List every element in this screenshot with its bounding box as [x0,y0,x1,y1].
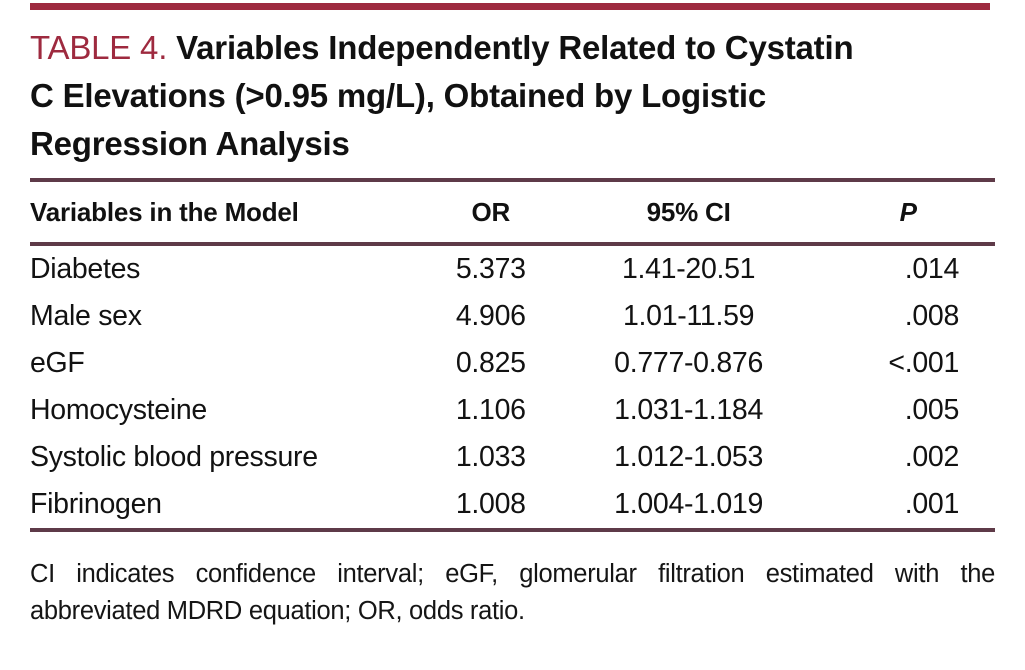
cell-or: 5.373 [455,253,526,285]
cell-ci: 1.41-20.51 [621,253,756,285]
column-header-p: P [821,180,995,246]
cell-or: 1.106 [455,394,526,426]
cell-variable: Systolic blood pressure [30,441,318,473]
cell-or: 1.033 [455,441,526,473]
cell-or: 4.906 [455,300,526,332]
regression-results-table: Variables in the Model OR 95% CI P Diabe… [30,178,995,532]
table-number-label: TABLE 4. [30,29,168,66]
cell-ci: 1.004-1.019 [614,488,764,520]
cell-p: .008 [904,300,960,332]
table-row: Male sex 4.906 1.01-11.59 .008 [30,293,995,340]
cell-p: .002 [904,441,960,473]
cell-p: .014 [904,253,960,285]
cell-variable: eGF [30,347,85,379]
table-header: Variables in the Model OR 95% CI P [30,180,995,246]
cell-or: 1.008 [455,488,526,520]
cell-p: .005 [904,394,960,426]
cell-variable: Diabetes [30,253,141,285]
table-row: eGF 0.825 0.777-0.876 <.001 [30,340,995,387]
table-row: Diabetes 5.373 1.41-20.51 .014 [30,244,995,293]
table-row: Homocysteine 1.106 1.031-1.184 .005 [30,387,995,434]
column-header-or: OR [425,180,556,246]
header-row: Variables in the Model OR 95% CI P [30,180,995,246]
column-header-variables: Variables in the Model [30,180,426,246]
cell-ci: 1.012-1.053 [614,441,764,473]
cell-ci: 1.031-1.184 [614,394,764,426]
title-line-1: TABLE 4. Variables Independently Related… [30,24,995,72]
cell-ci: 0.777-0.876 [614,347,764,379]
cell-p: <.001 [888,347,959,379]
title-line-2: C Elevations (>0.95 mg/L), Obtained by L… [30,77,767,114]
footnote-line-1: CI indicates confidence interval; eGF, g… [30,560,995,588]
p-header-italic: P [899,196,917,227]
table-row: Fibrinogen 1.008 1.004-1.019 .001 [30,481,995,530]
cell-or: 0.825 [455,347,526,379]
column-header-ci: 95% CI [555,180,822,246]
cell-variable: Fibrinogen [30,488,162,520]
cell-variable: Male sex [30,300,142,332]
table-row: Systolic blood pressure 1.033 1.012-1.05… [30,434,995,481]
top-accent-bar [30,3,990,10]
cell-ci: 1.01-11.59 [623,300,755,332]
footnote-line-2: abbreviated MDRD equation; OR, odds rati… [30,597,525,625]
cell-p: .001 [904,488,960,520]
title-line-3: Regression Analysis [30,125,350,162]
cell-variable: Homocysteine [30,394,207,426]
title-line-1-text: Variables Independently Related to Cysta… [176,29,854,66]
table-title: TABLE 4. Variables Independently Related… [30,24,995,168]
table-body: Diabetes 5.373 1.41-20.51 .014 Male sex … [30,244,995,530]
table-footnote: CI indicates confidence interval; eGF, g… [30,556,995,630]
table-content: TABLE 4. Variables Independently Related… [0,24,1025,630]
